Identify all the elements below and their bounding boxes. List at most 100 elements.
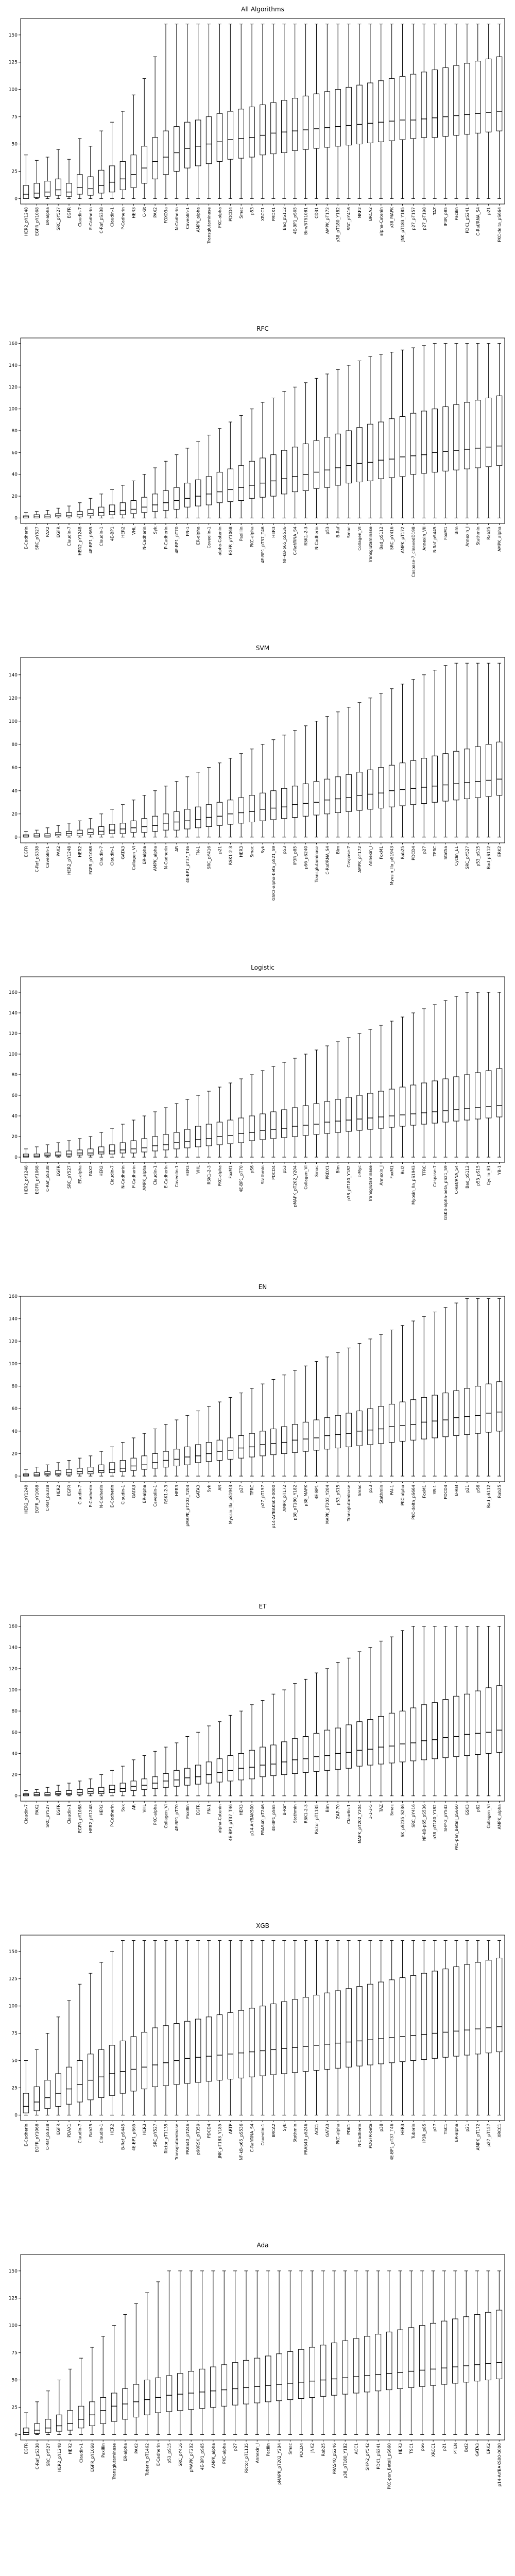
box-27: [313, 378, 320, 518]
x-tick-label: ACC1: [314, 2124, 319, 2135]
box-iqr: [163, 1451, 169, 1468]
x-tick-label: HER2_pY1248: [24, 1485, 28, 1514]
box-iqr: [227, 2012, 234, 2080]
box-38: [432, 1940, 438, 2115]
box-28: [324, 1668, 331, 1797]
y-tick-label: 120: [9, 1667, 18, 1672]
box-21: [254, 2270, 261, 2435]
x-tick-label: EGFR: [67, 1485, 72, 1496]
box-iqr: [270, 1428, 277, 1455]
box-iqr: [174, 126, 180, 172]
box-iqr: [324, 437, 331, 488]
box-iqr: [163, 814, 169, 831]
box-31: [356, 360, 363, 518]
box-40: [453, 663, 459, 838]
box-34: [388, 1021, 395, 1158]
x-tick-label: AMPK_pT172: [282, 1485, 287, 1512]
box-1: [33, 1789, 40, 1797]
box-0: [23, 512, 29, 518]
box-12: [152, 1751, 158, 1797]
x-tick-label: YB-1: [497, 1165, 502, 1175]
x-tick-label: ER-alpha: [142, 1485, 147, 1503]
box-iqr: [98, 1464, 105, 1473]
box-30: [346, 1037, 352, 1158]
box-25: [291, 1058, 298, 1158]
box-33: [378, 1640, 384, 1797]
box-iqr: [453, 1966, 459, 2057]
chart-panel-0: All Algorithms 0 25 50 75 100 125 150 HER2_pY124…: [9, 6, 505, 244]
x-tick-label: RSK1-2-3: [164, 1485, 168, 1504]
x-tick-label: MAPK_pT202_Y204: [325, 1485, 330, 1524]
box-iqr: [152, 1776, 158, 1789]
box-iqr: [388, 1403, 395, 1443]
box-4: [66, 2000, 72, 2115]
box-iqr: [33, 2086, 40, 2111]
chart-title: Logistic: [251, 964, 274, 971]
box-5: [77, 1138, 83, 1158]
x-tick-label: Cyclin_E1: [454, 846, 459, 866]
box-iqr: [216, 113, 223, 162]
box-18: [216, 1721, 223, 1797]
box-iqr: [174, 811, 180, 831]
x-tick-label: PKC-alpha: [250, 527, 254, 547]
box-18: [221, 2270, 228, 2435]
x-tick-label: HER2_pY1248: [78, 527, 82, 555]
box-iqr: [141, 2031, 147, 2090]
x-tick-label: FN-1: [185, 527, 190, 536]
x-tick-label: Collagen_VI: [357, 527, 362, 551]
box-iqr: [281, 1426, 287, 1454]
box-iqr: [324, 1992, 331, 2070]
x-tick-label: TFRC: [250, 1485, 254, 1496]
box-18: [216, 1401, 223, 1477]
box-iqr: [378, 1091, 384, 1129]
x-tick-label: Collagen_VI: [164, 1804, 168, 1828]
box-0: [23, 2412, 29, 2435]
box-iqr: [119, 161, 126, 190]
box-iqr: [130, 2036, 137, 2092]
box-iqr: [430, 2323, 436, 2386]
x-tick-label: EGFR: [196, 1804, 201, 1816]
x-tick-label: Transglutaminase: [368, 527, 373, 564]
y-tick-label: 125: [9, 1977, 18, 1982]
box-iqr: [421, 1082, 427, 1125]
x-tick-label: PRAS40_pT246: [261, 1804, 265, 1835]
box-7: [98, 494, 105, 518]
plot-frame: [20, 2254, 505, 2441]
box-iqr: [367, 1719, 373, 1766]
x-tick-label: EGFR_pY1068: [35, 1485, 39, 1514]
box-14: [174, 1419, 180, 1477]
x-tick-label: Smac: [357, 1485, 362, 1496]
box-iqr: [66, 512, 72, 517]
box-iqr: [163, 1134, 169, 1150]
box-5: [77, 138, 83, 199]
x-tick-label: FN-1: [207, 1804, 212, 1814]
x-tick-label: p14-ArfBAKS00: [250, 1804, 254, 1836]
box-iqr: [302, 443, 309, 491]
x-tick-label: Caveolin-1: [261, 2124, 265, 2146]
box-iqr: [77, 1149, 83, 1156]
box-iqr: [442, 753, 449, 802]
box-26: [302, 1365, 309, 1477]
box-iqr: [346, 430, 352, 484]
x-tick-label: PRDX1: [271, 207, 276, 221]
x-tick-label: BRCA2: [271, 2124, 276, 2138]
box-3: [55, 1142, 61, 1158]
box-4: [66, 1460, 72, 1477]
box-25: [291, 24, 298, 199]
box-iqr: [238, 1435, 244, 1459]
box-iqr: [399, 1401, 406, 1442]
x-tick-label: AR: [175, 846, 179, 852]
box-33: [378, 1334, 384, 1477]
box-iqr: [44, 1153, 50, 1157]
x-tick-label: XRCC1: [261, 207, 265, 221]
x-tick-label: HER3: [175, 1485, 179, 1496]
box-iqr: [421, 1397, 427, 1439]
x-tick-label: Claudin-1: [99, 527, 104, 546]
x-tick-label: Smac: [390, 1804, 394, 1816]
x-tick-label: C-Raf_pS338: [45, 1165, 50, 1192]
x-tick-label: HER2_pY1248: [24, 1165, 28, 1194]
x-tick-label: HER2: [78, 846, 82, 857]
x-tick-label: p53_pS15: [167, 2443, 171, 2464]
box-4: [67, 2368, 73, 2435]
box-16: [195, 1095, 201, 1158]
